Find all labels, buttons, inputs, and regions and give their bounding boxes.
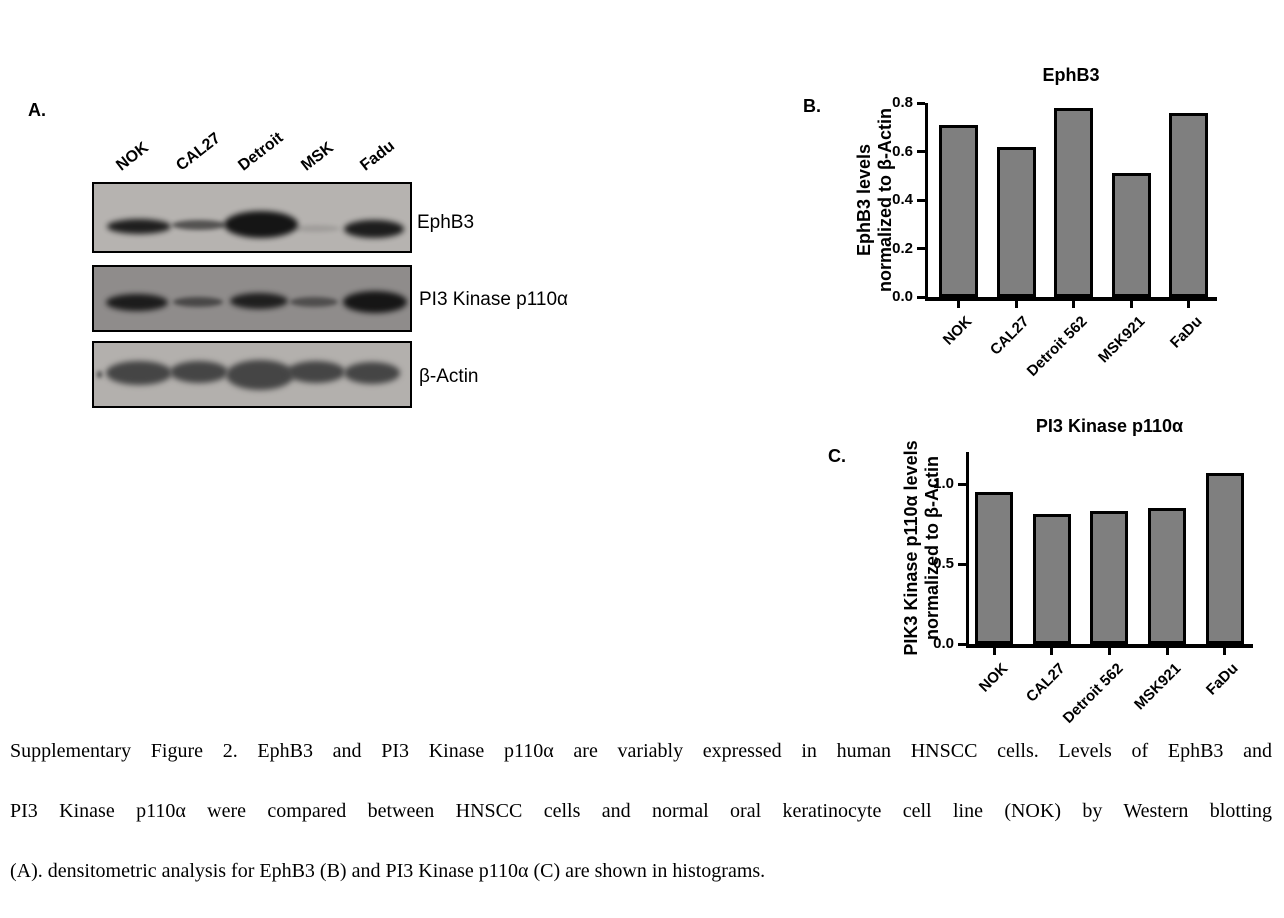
x-tick-label: MSK921 — [1094, 313, 1149, 367]
blot-strip-pi3-kinase — [92, 265, 412, 332]
caption-line: PI3 Kinase p110α were compared between H… — [10, 800, 1272, 822]
y-tick-label: 0.0 — [892, 288, 913, 305]
blot-row-label-beta-actin: β-Actin — [419, 366, 479, 387]
y-tick-label: 0.2 — [892, 239, 913, 257]
bar-CAL27 — [1032, 514, 1071, 644]
bar-CAL27 — [996, 146, 1036, 297]
blot-band — [344, 220, 404, 238]
x-tick-mark — [1129, 301, 1133, 308]
bar-MSK921 — [1148, 508, 1187, 644]
y-tick-mark — [917, 198, 925, 202]
y-tick-mark — [958, 562, 966, 566]
y-tick-label: 0.4 — [892, 191, 913, 208]
blot-strip-beta-actin — [92, 341, 412, 408]
y-tick-mark — [917, 247, 925, 250]
chart-title-pi3-kinase: PI3 Kinase p110α — [1035, 416, 1184, 436]
y-axis-label-pi3-kinase: PIK3 Kinase p110α levels normalized to β… — [901, 440, 943, 655]
x-tick-label: Detroit 562 — [1023, 313, 1091, 380]
lane-label: CAL27 — [173, 129, 224, 175]
caption-line: Supplementary Figure 2. EphB3 and PI3 Ki… — [10, 740, 1272, 762]
y-tick-label: 0.8 — [892, 94, 913, 111]
blot-row-label-ephb3: EphB3 — [417, 212, 475, 233]
blot-band — [106, 293, 168, 311]
y-tick-mark — [917, 295, 925, 299]
y-axis-label-line1: PIK3 Kinase p110α levels — [901, 440, 921, 656]
bar-FaDu — [1205, 472, 1244, 644]
blot-band — [226, 360, 294, 390]
y-axis-label-line2: normalized to β-Actin — [922, 456, 942, 641]
lane-label: Detroit — [235, 129, 287, 175]
blot-band — [96, 370, 102, 378]
blot-band — [106, 361, 172, 385]
x-tick-label: CAL27 — [1023, 660, 1069, 706]
x-tick-mark — [992, 648, 996, 655]
x-tick-mark — [1107, 648, 1111, 655]
x-tick-mark — [1014, 301, 1018, 308]
y-tick-mark — [958, 482, 966, 486]
y-tick-mark — [917, 101, 925, 105]
blot-band — [224, 210, 298, 238]
blot-band — [173, 297, 223, 307]
blot-band — [344, 362, 400, 384]
bar-chart-ephb3: EphB3 EphB3 levels normalized to β-Actin… — [790, 60, 1260, 395]
bar-NOK — [975, 492, 1013, 644]
x-axis-line — [966, 644, 1253, 648]
bar-MSK921 — [1111, 173, 1151, 297]
blot-strip-ephb3 — [92, 182, 412, 253]
y-tick-label: 0.6 — [892, 142, 913, 160]
bar-Detroit 562 — [1054, 107, 1093, 297]
y-axis-line — [925, 103, 928, 297]
lane-label: Fadu — [357, 137, 398, 175]
y-tick-label: 0.5 — [933, 555, 954, 572]
blot-band — [292, 224, 340, 232]
figure-page: { "figure": { "panel_labels": ["A.", "B.… — [0, 0, 1284, 882]
x-tick-mark — [957, 301, 960, 308]
y-tick-label: 0.0 — [933, 635, 954, 652]
panel-b-label: B. — [803, 96, 821, 116]
western-blot-panel: NOK CAL27 Detroit MSK Fadu EphB3 PI3 Kinase … — [0, 0, 568, 430]
x-tick-mark — [1050, 648, 1054, 655]
x-tick-label: NOK — [939, 313, 976, 349]
y-tick-mark — [917, 150, 925, 153]
x-tick-label: FaDu — [1203, 660, 1242, 699]
lane-label: NOK — [113, 139, 152, 175]
bar-FaDu — [1169, 112, 1208, 297]
y-axis-line — [966, 452, 969, 644]
blot-band — [107, 218, 171, 234]
blot-band — [287, 361, 345, 383]
chart-title-ephb3: EphB3 — [1042, 65, 1100, 85]
x-tick-label: CAL27 — [987, 313, 1034, 359]
bar-NOK — [939, 124, 978, 297]
blot-band — [343, 291, 407, 313]
y-tick-label: 1.0 — [933, 475, 954, 492]
panel-a-label: A. — [28, 100, 46, 120]
panel-c-label: C. — [828, 446, 846, 466]
x-tick-label: Detroit 562 — [1059, 660, 1127, 727]
x-tick-label: FaDu — [1166, 313, 1206, 352]
y-tick-mark — [958, 642, 966, 646]
x-axis-line — [925, 297, 1217, 301]
x-tick-mark — [1165, 648, 1169, 655]
blot-band — [290, 297, 338, 307]
bar-Detroit 562 — [1090, 511, 1129, 644]
lane-label: MSK — [298, 139, 337, 175]
figure-caption: Supplementary Figure 2. EphB3 and PI3 Ki… — [10, 738, 1272, 918]
x-tick-mark — [1187, 301, 1190, 308]
blot-band — [172, 220, 226, 230]
bar-chart-pi3-kinase: PI3 Kinase p110α PIK3 Kinase p110α level… — [820, 400, 1284, 735]
x-tick-label: NOK — [975, 660, 1012, 696]
x-tick-mark — [1223, 648, 1227, 655]
blot-row-label-pi3-kinase: PI3 Kinase p110α — [419, 289, 569, 310]
caption-line: (A). densitometric analysis for EphB3 (B… — [10, 860, 766, 882]
x-tick-mark — [1072, 301, 1075, 308]
x-tick-label: MSK921 — [1130, 660, 1185, 714]
blot-band — [170, 361, 228, 383]
blot-band — [230, 293, 288, 309]
